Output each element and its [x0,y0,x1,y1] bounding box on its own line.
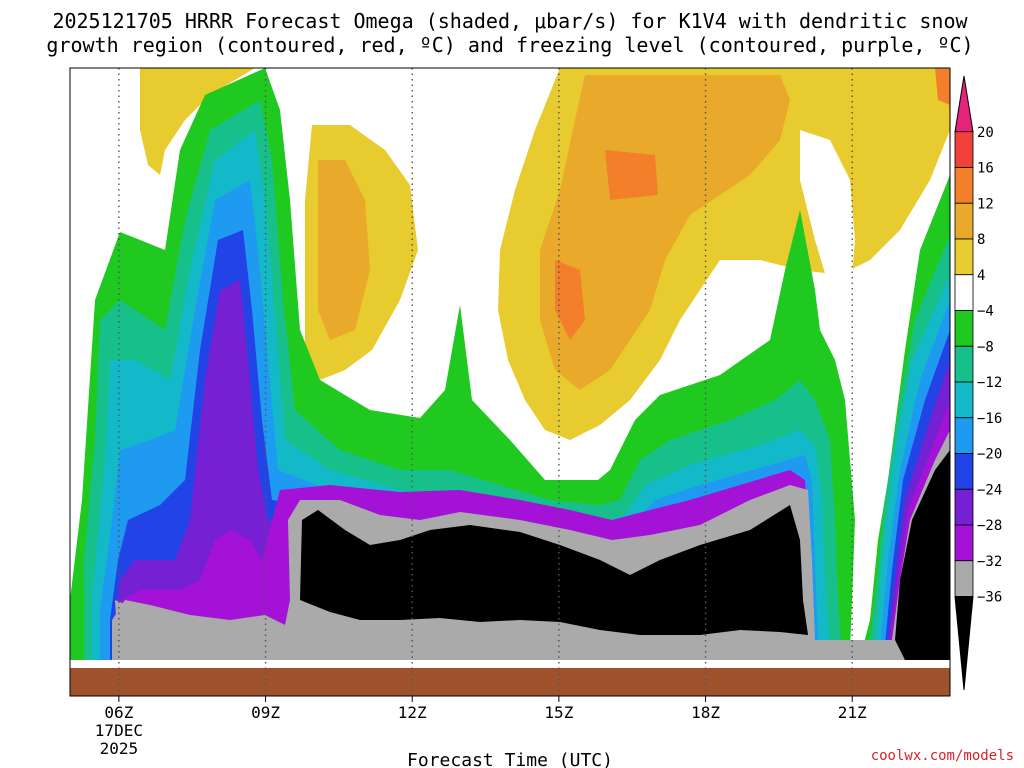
omega-gray-lower-band [300,628,805,652]
x-tick-year: 2025 [100,739,139,758]
omega-positive-area-peak-2 [555,260,585,340]
x-tick-date: 17DEC [95,721,143,740]
colorbar-label: 4 [977,268,985,284]
colorbar-swatch [954,238,974,276]
colorbar-label: 8 [977,232,985,248]
credit-text: coolwx.com/models [871,748,1014,764]
omega-core-black-right [895,450,950,668]
colorbar-label: −12 [977,375,1002,391]
colorbar-label: −28 [977,518,1002,534]
x-tick-label: 12Z [398,703,427,722]
omega-positive-area-corner [935,68,950,105]
colorbar-bottom-arrow [954,596,974,691]
x-tick-label: 09Z [251,703,280,722]
omega-positive-area-12 [318,160,370,340]
colorbar-label: −4 [977,304,994,320]
omega-near-surface [70,660,950,668]
colorbar-swatch [954,381,974,419]
x-tick-label: 06Z [104,703,133,722]
colorbar-label: 20 [977,125,994,141]
title-line-2: growth region (contoured, red, ºC) and f… [46,33,973,57]
colorbar-swatch [954,345,974,383]
x-tick-label: 18Z [691,703,720,722]
omega-positive-area-peak [605,150,658,200]
colorbar-swatch [954,310,974,347]
omega-gray-pocket-left [115,600,285,650]
x-tick-label: 21Z [838,703,867,722]
colorbar-swatch [954,417,974,454]
omega-positive-area-right-inner [540,75,790,390]
colorbar-top-arrow [954,75,974,133]
colorbar: 20 16 12 8 4 −4 −8 −12 −16 −20 −24 −28 −32 −36 [954,75,1002,691]
colorbar-label: −36 [977,590,1002,606]
colorbar-label: −24 [977,482,1002,498]
colorbar-swatch [954,274,974,311]
ground-below-surface [70,668,950,696]
omega-positive-area-left [140,68,255,175]
colorbar-label: −20 [977,447,1002,463]
colorbar-swatch [954,131,974,168]
colorbar-swatch [954,560,974,597]
title-line-1: 2025121705 HRRR Forecast Omega (shaded, … [52,9,968,33]
omega-core-black [300,505,808,635]
omega-positive-white-notch [800,130,855,330]
colorbar-label: 16 [977,161,994,177]
colorbar-swatch [954,202,974,240]
colorbar-label: −8 [977,339,994,355]
plot-frame [69,67,951,697]
omega-shading [70,68,950,696]
colorbar-swatch [954,167,974,204]
colorbar-swatch [954,488,974,526]
colorbar-label: −32 [977,554,1002,570]
colorbar-swatch [954,524,974,562]
colorbar-swatch [954,453,974,490]
grid-lines [118,68,853,696]
colorbar-label: −16 [977,411,1002,427]
x-tick-label: 15Z [544,703,573,722]
colorbar-label: 12 [977,196,994,212]
x-axis-title: Forecast Time (UTC) [407,750,613,768]
